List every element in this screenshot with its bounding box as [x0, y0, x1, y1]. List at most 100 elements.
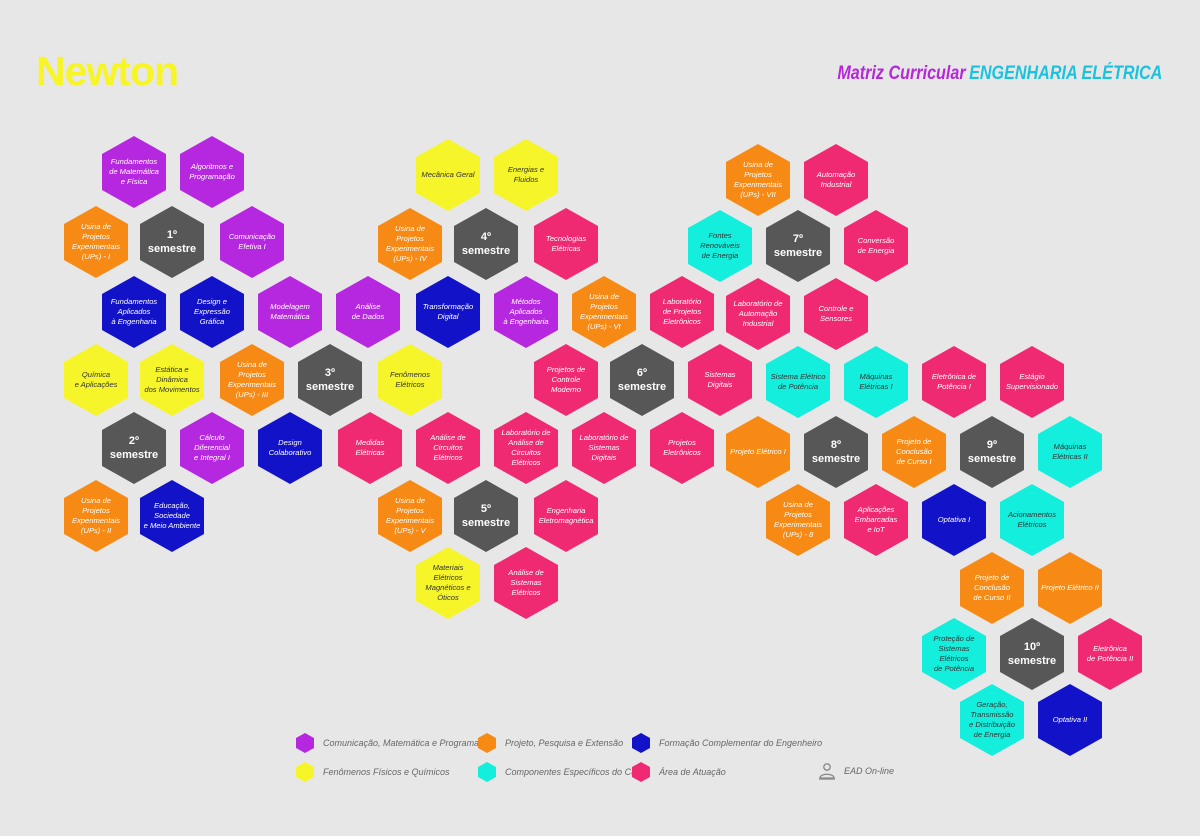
course-hex: Usina de Projetos Experimentais (UPs) - …	[220, 344, 284, 416]
course-label: Conversão de Energia	[857, 236, 895, 255]
course-label: Design Colaborativo	[268, 438, 312, 457]
semester-hex: 9º semestre	[960, 416, 1024, 488]
semester-label: 1º semestre	[147, 228, 197, 255]
course-label: Análise de Sistemas Elétricos	[508, 568, 544, 597]
course-hex: Usina de Projetos Experimentais (UPs) - …	[64, 480, 128, 552]
course-hex: Sistema Elétrico de Potência	[766, 346, 830, 418]
course-hex: Química e Aplicações	[64, 344, 128, 416]
legend-label: EAD On-line	[844, 766, 895, 776]
course-label: Acionamentos Elétricos	[1007, 510, 1057, 529]
legend-swatch	[478, 762, 496, 782]
legend-item: Fenômenos Físicos e Químicos	[296, 762, 450, 782]
course-label: Projeto Elétrico II	[1041, 583, 1099, 593]
course-label: Design e Expressão Gráfica	[194, 297, 230, 326]
legend-swatch	[632, 762, 650, 782]
course-label: Medidas Elétricas	[355, 438, 385, 457]
course-label: Laboratório de Sistemas Digitais	[579, 433, 629, 462]
course-label: Laboratório de Projetos Eletrônicos	[662, 297, 702, 326]
legend-swatch	[478, 733, 496, 753]
course-hex: Máquinas Elétricas II	[1038, 416, 1102, 488]
course-hex: Métodos Aplicados à Engenharia	[494, 276, 558, 348]
course-hex: Sistemas Digitais	[688, 344, 752, 416]
course-label: Fenômenos Elétricos	[389, 370, 431, 389]
course-hex: Projeto Elétrico II	[1038, 552, 1102, 624]
course-hex: Design e Expressão Gráfica	[180, 276, 244, 348]
legend-swatch	[296, 733, 314, 753]
course-hex: Usina de Projetos Experimentais (UPs) - …	[64, 206, 128, 278]
course-hex: Conversão de Energia	[844, 210, 908, 282]
course-label: Usina de Projetos Experimentais (UPs) - …	[71, 496, 121, 535]
course-hex: Modelagem Matemática	[258, 276, 322, 348]
legend-item: Componentes Específicos do Curso	[478, 762, 649, 782]
course-hex: Fundamentos de Matemática e Física	[102, 136, 166, 208]
title-prefix: Matriz Curricular	[837, 63, 966, 84]
semester-hex: 8º semestre	[804, 416, 868, 488]
semester-label: 10º semestre	[1007, 640, 1057, 667]
course-hex: Medidas Elétricas	[338, 412, 402, 484]
title-course: ENGENHARIA ELÉTRICA	[968, 63, 1162, 84]
course-label: Projeto de Conclusão de Curso I	[896, 437, 932, 466]
semester-label: 2º semestre	[109, 434, 159, 461]
course-label: Estágio Supervisionado	[1005, 372, 1059, 391]
course-label: Cálculo Diferencial e Integral I	[194, 433, 230, 462]
page-title: Matriz Curricular ENGENHARIA ELÉTRICA	[837, 63, 1162, 85]
course-hex: Projetos Eletrônicos	[650, 412, 714, 484]
course-label: Educação, Sociedade e Meio Ambiente	[143, 501, 201, 530]
newton-logo: Newton	[36, 48, 179, 94]
semester-hex: 1º semestre	[140, 206, 204, 278]
course-hex: Aplicações Embarcadas e IoT	[844, 484, 908, 556]
semester-hex: 5º semestre	[454, 480, 518, 552]
course-label: Proteção de Sistemas Elétricos de Potênc…	[933, 634, 975, 673]
course-hex: Estágio Supervisionado	[1000, 346, 1064, 418]
course-label: Eletrônica de Potência I	[931, 372, 977, 391]
course-hex: Usina de Projetos Experimentais (UPs) - …	[726, 144, 790, 216]
course-label: Usina de Projetos Experimentais (UPs) - …	[579, 292, 629, 331]
course-hex: Proteção de Sistemas Elétricos de Potênc…	[922, 618, 986, 690]
course-label: Máquinas Elétricas II	[1052, 442, 1088, 461]
course-hex: Laboratório de Projetos Eletrônicos	[650, 276, 714, 348]
legend-label: Formação Complementar do Engenheiro	[659, 738, 823, 748]
course-hex: Eletrônica de Potência I	[922, 346, 986, 418]
legend-item: EAD On-line	[818, 762, 894, 780]
legend-label: Fenômenos Físicos e Químicos	[323, 767, 450, 777]
course-hex: Análise de Circuitos Elétricos	[416, 412, 480, 484]
semester-label: 4º semestre	[461, 230, 511, 257]
semester-hex: 10º semestre	[1000, 618, 1064, 690]
legend-label: Área de Atuação	[659, 767, 726, 777]
course-hex: Geração, Transmissão e Distribuição de E…	[960, 684, 1024, 756]
course-hex: Educação, Sociedade e Meio Ambiente	[140, 480, 204, 552]
course-hex: Controle e Sensores	[804, 278, 868, 350]
semester-label: 5º semestre	[461, 502, 511, 529]
course-label: Análise de Circuitos Elétricos	[430, 433, 466, 462]
course-label: Eletrônica de Potência II	[1086, 644, 1134, 663]
course-label: Modelagem Matemática	[270, 302, 310, 321]
course-hex: Usina de Projetos Experimentais (UPs) - …	[572, 276, 636, 348]
course-hex: Análise de Dados	[336, 276, 400, 348]
course-label: Geração, Transmissão e Distribuição de E…	[968, 700, 1015, 739]
course-label: Optativa II	[1052, 715, 1088, 725]
course-hex: Algoritmos e Programação	[180, 136, 244, 208]
course-label: Usina de Projetos Experimentais (UPs) - …	[385, 224, 435, 263]
course-hex: Análise de Sistemas Elétricos	[494, 547, 558, 619]
course-label: Projeto de Conclusão de Curso II	[973, 573, 1011, 602]
course-hex: Usina de Projetos Experimentais (UPs) - …	[378, 480, 442, 552]
course-hex: Usina de Projetos Experimentais (UPs) - …	[766, 484, 830, 556]
semester-label: 8º semestre	[811, 438, 861, 465]
course-label: Análise de Dados	[351, 302, 385, 321]
course-label: Automação Industrial	[816, 170, 856, 189]
course-label: Materiais Elétricos Magnéticos e Óticos	[425, 563, 471, 602]
course-label: Aplicações Embarcadas e IoT	[854, 505, 898, 534]
course-label: Usina de Projetos Experimentais (UPs) - …	[71, 222, 121, 261]
semester-hex: 6º semestre	[610, 344, 674, 416]
course-label: Projetos de Controle Moderno	[546, 365, 586, 394]
course-hex: Laboratório de Análise de Circuitos Elét…	[494, 412, 558, 484]
semester-hex: 2º semestre	[102, 412, 166, 484]
course-label: Algoritmos e Programação	[189, 162, 235, 181]
course-hex: Estática e Dinâmica dos Movimentos	[140, 344, 204, 416]
legend-item: Área de Atuação	[632, 762, 726, 782]
legend-label: Comunicação, Matemática e Programação	[323, 738, 494, 748]
course-hex: Projetos de Controle Moderno	[534, 344, 598, 416]
semester-hex: 3º semestre	[298, 344, 362, 416]
course-hex: Materiais Elétricos Magnéticos e Óticos	[416, 547, 480, 619]
legend-item: Formação Complementar do Engenheiro	[632, 733, 822, 753]
